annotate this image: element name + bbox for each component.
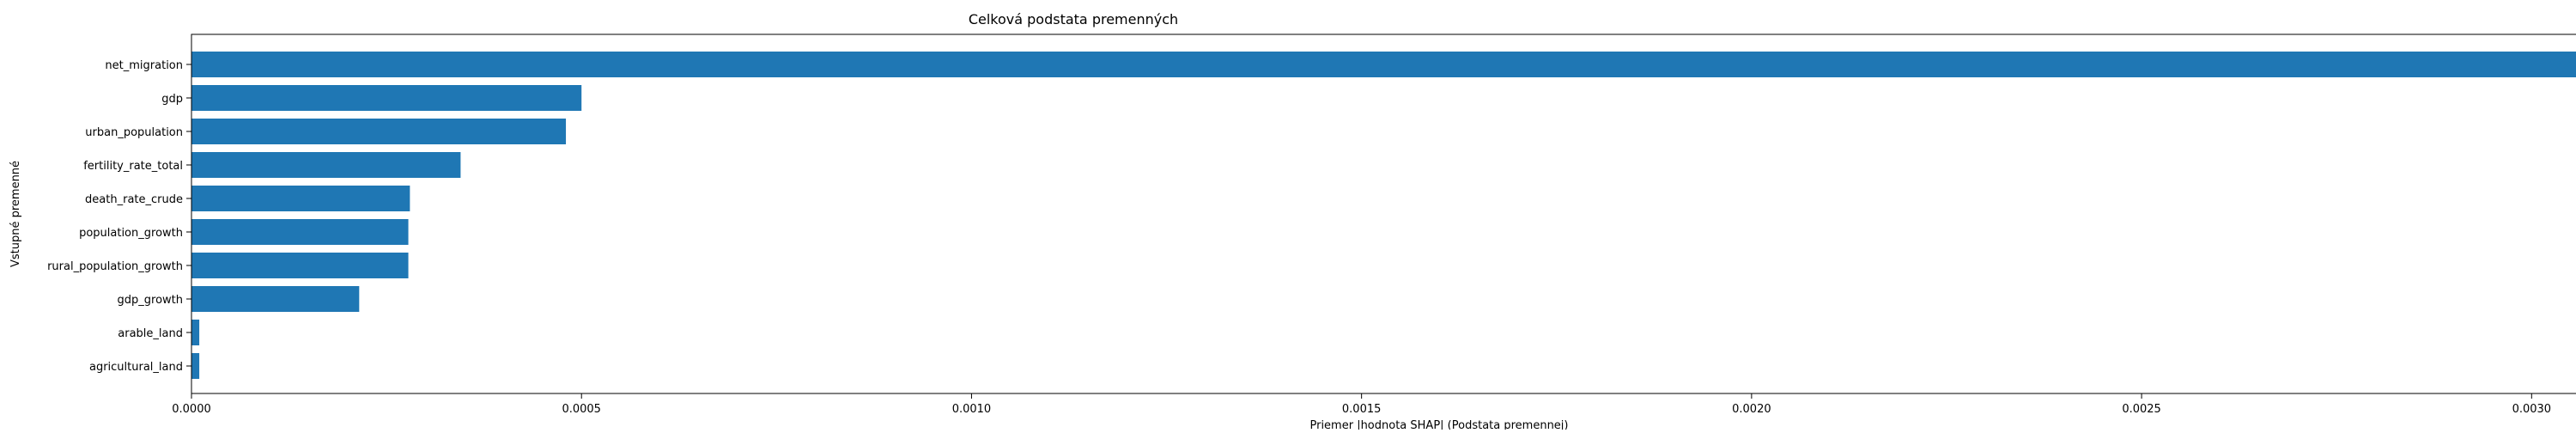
- x-tick-label: 0.0020: [1732, 403, 1771, 416]
- bar-death_rate_crude: [191, 186, 410, 211]
- x-tick-label: 0.0015: [1342, 403, 1382, 416]
- y-tick-label: population_growth: [79, 227, 183, 240]
- plot-frame: [191, 34, 2576, 394]
- bars-layer: [191, 52, 2576, 379]
- x-tick-label: 0.0025: [2122, 403, 2161, 416]
- y-tick-label: gdp_growth: [118, 294, 184, 307]
- bar-urban_population: [191, 119, 567, 144]
- bar-gdp_growth: [191, 286, 360, 312]
- chart-title: Celková podstata premenných: [969, 11, 1178, 27]
- x-tick-label: 0.0000: [172, 403, 211, 416]
- x-tick-label: 0.0005: [562, 403, 601, 416]
- bar-agricultural_land: [191, 353, 200, 379]
- bar-fertility_rate_total: [191, 152, 461, 178]
- bar-rural_population_growth: [191, 253, 409, 278]
- bar-population_growth: [191, 219, 409, 245]
- y-tick-label: arable_land: [118, 327, 183, 340]
- bar-net_migration: [191, 52, 2576, 77]
- bar-arable_land: [191, 320, 200, 345]
- y-tick-label: gdp: [161, 93, 183, 106]
- y-tick-label: death_rate_crude: [85, 193, 183, 206]
- y-tick-label: urban_population: [85, 126, 183, 139]
- y-tick-label: rural_population_growth: [47, 260, 183, 273]
- bar-gdp: [191, 85, 582, 111]
- y-tick-label: net_migration: [105, 59, 183, 72]
- x-axis-label: Priemer |hodnota SHAP| (Podstata premenn…: [1309, 419, 1568, 430]
- y-axis-label: Vstupné premenné: [9, 161, 22, 267]
- y-tick-label: fertility_rate_total: [83, 160, 183, 173]
- x-tick-label: 0.0030: [2512, 403, 2552, 416]
- y-tick-label: agricultural_land: [89, 361, 183, 374]
- x-tick-label: 0.0010: [952, 403, 992, 416]
